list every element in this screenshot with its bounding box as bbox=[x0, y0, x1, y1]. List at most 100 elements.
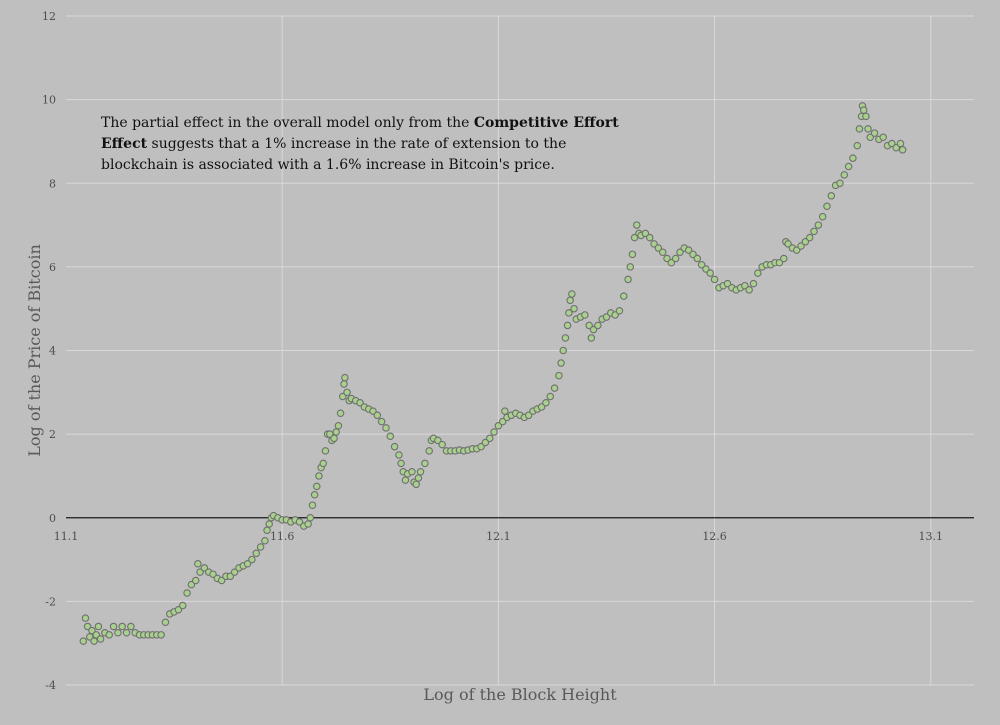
data-point bbox=[88, 626, 96, 635]
data-point bbox=[537, 403, 546, 411]
data-point bbox=[641, 229, 650, 238]
x-axis-title: Log of the Block Height bbox=[423, 685, 617, 704]
data-point bbox=[401, 476, 410, 484]
data-point bbox=[230, 568, 239, 576]
data-point bbox=[477, 442, 485, 451]
x-tick-label: 12.6 bbox=[702, 530, 727, 543]
data-point bbox=[697, 261, 706, 269]
data-point bbox=[565, 309, 573, 317]
data-point bbox=[823, 202, 831, 210]
data-point bbox=[334, 422, 343, 430]
data-point bbox=[161, 618, 170, 627]
data-point bbox=[568, 290, 576, 298]
data-point bbox=[611, 311, 619, 319]
data-point bbox=[369, 407, 377, 415]
data-point bbox=[330, 434, 338, 443]
data-points bbox=[79, 102, 907, 645]
data-point bbox=[827, 192, 836, 200]
data-point bbox=[723, 279, 732, 288]
data-point bbox=[86, 633, 94, 641]
data-point bbox=[559, 346, 567, 355]
data-point bbox=[321, 447, 330, 455]
data-point bbox=[263, 526, 271, 535]
data-point bbox=[879, 133, 887, 142]
data-point bbox=[859, 106, 868, 114]
y-tick-label: 10 bbox=[42, 94, 56, 107]
y-tick-label: 0 bbox=[49, 512, 56, 525]
y-axis-title: Log of the Price of Bitcoin bbox=[25, 244, 44, 457]
data-point bbox=[797, 242, 805, 250]
data-point bbox=[555, 371, 563, 380]
data-point bbox=[308, 501, 317, 509]
data-point bbox=[780, 254, 788, 263]
data-point bbox=[864, 125, 872, 133]
data-point bbox=[319, 459, 328, 468]
data-point bbox=[710, 275, 719, 284]
annotation-text-bold: Competitive Effort Effect bbox=[101, 115, 619, 152]
data-point bbox=[200, 564, 209, 572]
data-point bbox=[702, 265, 710, 273]
x-tick-label: 12.1 bbox=[486, 530, 511, 543]
data-point bbox=[749, 279, 758, 288]
y-tick-label: 4 bbox=[49, 345, 56, 358]
data-point bbox=[792, 246, 801, 254]
data-point bbox=[341, 373, 349, 382]
data-point bbox=[684, 246, 693, 254]
data-point bbox=[888, 139, 896, 148]
data-point bbox=[96, 635, 105, 643]
data-point bbox=[587, 334, 596, 342]
data-point bbox=[377, 417, 386, 426]
data-point bbox=[546, 392, 555, 401]
x-tick-label: 13.1 bbox=[919, 530, 944, 543]
data-point bbox=[315, 472, 323, 480]
data-point bbox=[256, 543, 265, 551]
data-point bbox=[671, 254, 680, 263]
data-point bbox=[196, 568, 204, 576]
data-point bbox=[754, 269, 762, 277]
data-point bbox=[252, 549, 260, 558]
y-tick-label: -4 bbox=[45, 679, 56, 692]
data-point bbox=[814, 221, 823, 229]
data-point bbox=[628, 250, 637, 259]
data-point bbox=[295, 518, 304, 526]
data-point bbox=[105, 631, 113, 639]
data-point bbox=[566, 296, 574, 305]
data-point bbox=[434, 436, 442, 445]
data-point bbox=[898, 146, 907, 154]
data-point bbox=[421, 459, 429, 468]
data-point bbox=[92, 631, 101, 639]
data-point bbox=[109, 622, 118, 631]
data-point bbox=[356, 399, 364, 407]
data-point bbox=[79, 637, 88, 645]
data-point bbox=[870, 129, 879, 137]
data-point bbox=[570, 304, 578, 313]
annotation-text-after: suggests that a 1% increase in the rate … bbox=[101, 136, 567, 173]
data-point bbox=[658, 248, 667, 256]
data-point bbox=[561, 334, 570, 342]
data-point bbox=[261, 536, 269, 545]
data-point bbox=[745, 286, 753, 294]
data-point bbox=[550, 384, 559, 392]
data-point bbox=[373, 411, 382, 420]
data-point bbox=[332, 428, 340, 436]
data-point bbox=[563, 321, 572, 330]
data-point bbox=[122, 628, 131, 637]
data-point bbox=[836, 179, 844, 188]
data-point bbox=[689, 250, 697, 259]
data-point bbox=[849, 154, 857, 162]
x-tick-label: 11.6 bbox=[270, 530, 295, 543]
data-point bbox=[382, 424, 390, 432]
data-point bbox=[626, 263, 635, 271]
y-tick-label: -2 bbox=[45, 595, 56, 608]
data-point bbox=[654, 244, 663, 252]
data-point bbox=[395, 451, 403, 459]
data-point bbox=[853, 141, 862, 150]
y-tick-label: 12 bbox=[42, 10, 56, 23]
data-point bbox=[855, 125, 864, 133]
data-point bbox=[630, 233, 639, 242]
data-point bbox=[862, 112, 870, 121]
data-point bbox=[676, 248, 684, 256]
y-tick-label: 2 bbox=[49, 428, 56, 441]
